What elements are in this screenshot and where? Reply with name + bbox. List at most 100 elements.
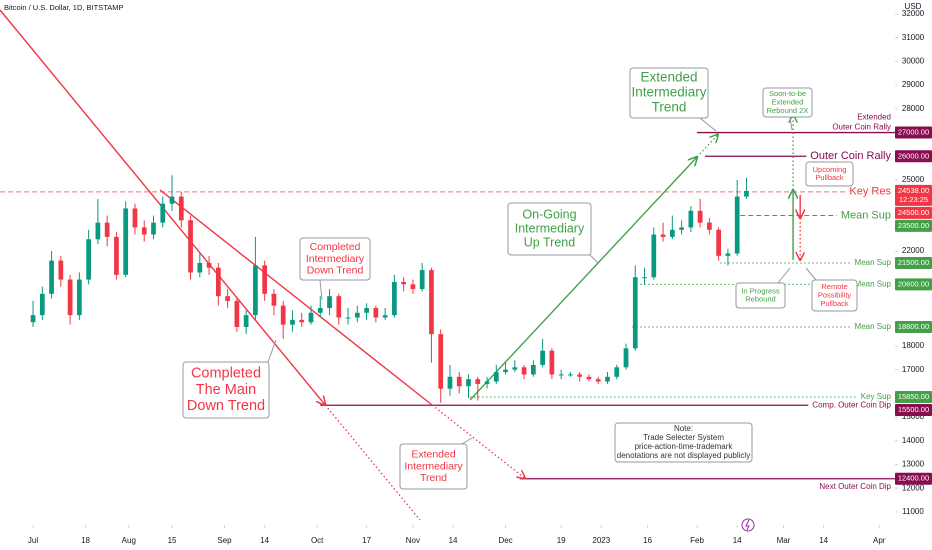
price-box bbox=[895, 206, 932, 219]
chart-title: Bitcoin / U.S. Dollar, 1D, BITSTAMP bbox=[4, 3, 123, 12]
x-tick-label: 15 bbox=[168, 536, 177, 545]
y-tick-label: 11000 bbox=[902, 507, 924, 516]
candle-body bbox=[558, 374, 564, 376]
candle-body bbox=[493, 372, 499, 382]
candle-body bbox=[382, 315, 388, 318]
callout-text: Completed bbox=[191, 366, 261, 382]
callout-pointer bbox=[589, 254, 599, 264]
callout-text: In Progress bbox=[741, 286, 780, 295]
candle-body bbox=[336, 296, 342, 318]
level-text: Mean Sup bbox=[855, 279, 892, 288]
countdown-label: 12:23:25 bbox=[899, 195, 928, 204]
x-tick-label: Aug bbox=[122, 536, 136, 545]
price-box bbox=[895, 219, 932, 232]
candle-body bbox=[234, 300, 240, 327]
y-tick-label: 18000 bbox=[902, 341, 925, 350]
candle-body bbox=[512, 367, 518, 370]
x-tick-label: 2023 bbox=[592, 536, 610, 545]
x-tick-label: Apr bbox=[873, 536, 886, 545]
candle-body bbox=[605, 376, 610, 382]
candle-body bbox=[345, 317, 351, 319]
candle-body bbox=[262, 265, 268, 294]
y-tick-label: 15000 bbox=[902, 412, 925, 421]
last-price-label: 24538.00 bbox=[898, 186, 929, 195]
candle-body bbox=[123, 208, 129, 275]
level-text: Comp. Outer Coin Dip bbox=[812, 400, 891, 409]
candle-body bbox=[141, 227, 147, 235]
candle-body bbox=[317, 308, 323, 313]
y-tick-label: 32000 bbox=[902, 9, 925, 18]
price-box-label: 15500.00 bbox=[898, 405, 929, 414]
level-text: Key Res bbox=[849, 186, 891, 198]
currency-label: USD bbox=[905, 2, 922, 11]
callout-text: Soon-to-be bbox=[769, 89, 806, 98]
candle-body bbox=[521, 367, 527, 375]
last-price-box bbox=[895, 184, 932, 206]
candle-body bbox=[642, 277, 647, 279]
candle-body bbox=[206, 262, 212, 268]
price-box-label: 12400.00 bbox=[898, 474, 929, 483]
x-tick-label: Oct bbox=[311, 536, 324, 545]
candle-body bbox=[586, 376, 592, 380]
candle-body bbox=[549, 350, 555, 375]
x-tick-label: 14 bbox=[260, 536, 269, 545]
candle-body bbox=[540, 350, 545, 365]
y-tick-label: 28000 bbox=[902, 104, 925, 113]
candle-body bbox=[160, 203, 166, 223]
x-tick-label: Jul bbox=[28, 536, 38, 545]
price-box-label: 21500.00 bbox=[898, 258, 929, 267]
candle-body bbox=[86, 239, 91, 280]
callout-text: Trend bbox=[652, 100, 687, 115]
candle-body bbox=[169, 196, 175, 204]
callout-text: Extended bbox=[411, 449, 456, 461]
callout-text: Trend bbox=[420, 472, 447, 484]
x-tick-label: 14 bbox=[819, 536, 828, 545]
candle-body bbox=[632, 277, 638, 349]
callout-box bbox=[735, 282, 786, 309]
candle-body bbox=[30, 315, 36, 323]
candle-body bbox=[197, 262, 203, 273]
callout-text: Down Trend bbox=[187, 398, 265, 414]
plot-area bbox=[0, 9, 895, 521]
callout-box bbox=[629, 67, 709, 119]
candle-body bbox=[744, 190, 749, 197]
candle-body bbox=[308, 312, 314, 323]
callout-text: Possibility bbox=[818, 290, 852, 299]
candle-body bbox=[651, 234, 657, 278]
x-tick-label: Dec bbox=[498, 536, 512, 545]
x-tick-label: 14 bbox=[733, 536, 742, 545]
y-tick-label: 29000 bbox=[902, 80, 925, 89]
callout-pointer bbox=[267, 339, 277, 363]
callout-text: Upcoming bbox=[813, 165, 847, 174]
level-text: Mean Sup bbox=[855, 258, 892, 267]
callout-pointer bbox=[699, 117, 717, 132]
price-box-label: 27000.00 bbox=[898, 128, 929, 137]
price-box-label: 26000.00 bbox=[898, 151, 929, 160]
candle-body bbox=[77, 279, 82, 316]
candle-body bbox=[151, 222, 156, 235]
y-tick-label: 25000 bbox=[902, 175, 925, 184]
candle-body bbox=[660, 234, 666, 237]
callout-text: Extended bbox=[640, 69, 697, 84]
candle-body bbox=[716, 229, 722, 256]
trend-line bbox=[696, 135, 718, 158]
x-tick-label: Mar bbox=[777, 536, 791, 545]
price-box-label: 18800.00 bbox=[898, 322, 929, 331]
callout-box bbox=[399, 443, 468, 490]
candle-body bbox=[484, 381, 490, 384]
y-tick-label: 17000 bbox=[902, 365, 925, 374]
x-tick-label: Feb bbox=[690, 536, 704, 545]
candle-body bbox=[669, 229, 675, 237]
candle-body bbox=[456, 376, 462, 387]
candle-body bbox=[419, 270, 425, 290]
candle-body bbox=[734, 196, 740, 254]
candle-body bbox=[614, 367, 620, 377]
price-box bbox=[895, 320, 932, 333]
x-tick-label: 18 bbox=[81, 536, 90, 545]
candle-body bbox=[623, 348, 629, 368]
trend-line bbox=[469, 157, 697, 401]
price-box bbox=[895, 403, 932, 416]
callout-box bbox=[614, 422, 753, 463]
x-tick-label: Nov bbox=[406, 536, 420, 545]
candle-body bbox=[114, 236, 119, 275]
